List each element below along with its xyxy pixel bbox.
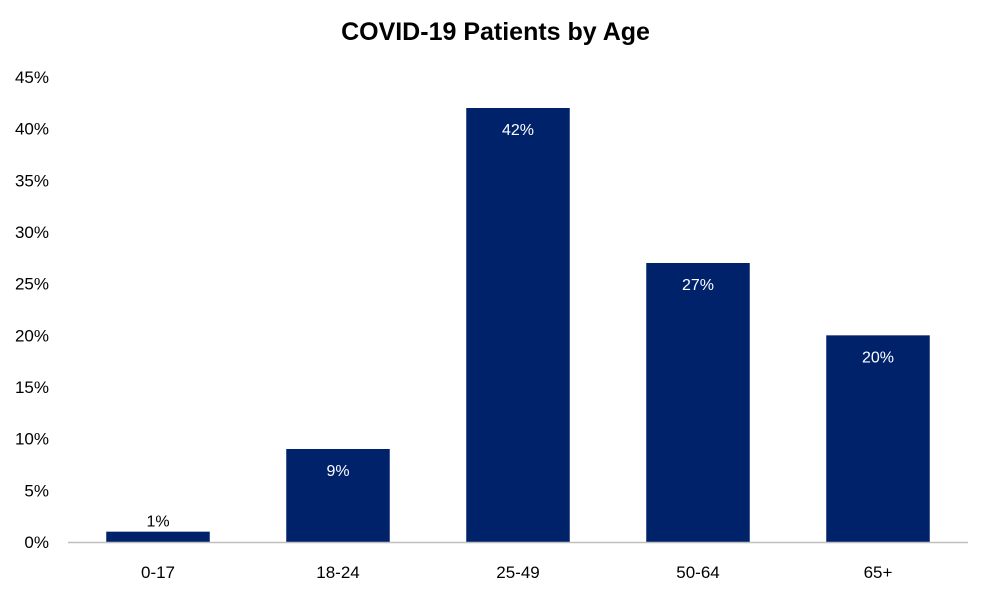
data-label: 20% bbox=[862, 349, 894, 366]
y-tick-label: 25% bbox=[15, 275, 49, 294]
x-axis-ticks: 0-17 18-24 25-49 50-64 65+ bbox=[141, 563, 893, 582]
x-tick-label: 50-64 bbox=[676, 563, 719, 582]
bar-25-49 bbox=[466, 108, 570, 542]
y-tick-label: 10% bbox=[15, 430, 49, 449]
y-tick-label: 45% bbox=[15, 68, 49, 87]
y-tick-label: 5% bbox=[24, 481, 49, 500]
bar-65+ bbox=[826, 335, 930, 542]
y-axis-ticks: 0% 5% 10% 15% 20% 25% 30% 35% 40% 45% bbox=[15, 68, 49, 552]
data-label: 1% bbox=[146, 514, 169, 531]
y-tick-label: 30% bbox=[15, 223, 49, 242]
bars bbox=[106, 108, 930, 542]
x-tick-label: 0-17 bbox=[141, 563, 175, 582]
y-tick-label: 40% bbox=[15, 120, 49, 139]
bar-50-64 bbox=[646, 263, 750, 542]
data-label: 9% bbox=[326, 463, 349, 480]
x-tick-label: 65+ bbox=[864, 563, 893, 582]
chart-title: COVID-19 Patients by Age bbox=[341, 18, 650, 46]
x-tick-label: 25-49 bbox=[496, 563, 539, 582]
y-tick-label: 35% bbox=[15, 171, 49, 190]
data-labels: 1% 9% 42% 27% 20% bbox=[146, 122, 894, 531]
bar-0-17 bbox=[106, 531, 210, 542]
y-tick-label: 15% bbox=[15, 378, 49, 397]
y-tick-label: 0% bbox=[24, 533, 49, 552]
data-label: 27% bbox=[682, 277, 714, 294]
y-tick-label: 20% bbox=[15, 326, 49, 345]
data-label: 42% bbox=[502, 122, 534, 139]
bar-18-24 bbox=[286, 449, 390, 542]
x-tick-label: 18-24 bbox=[316, 563, 359, 582]
